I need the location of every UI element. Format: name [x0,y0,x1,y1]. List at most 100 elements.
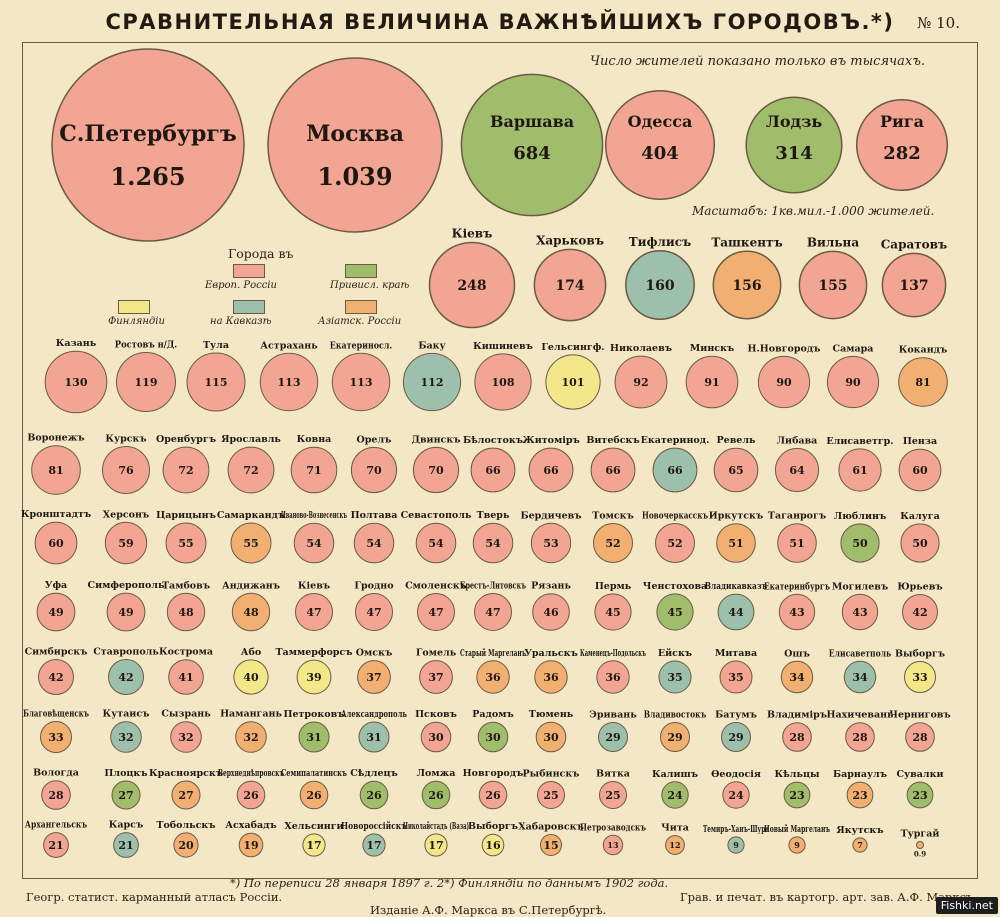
city-value: 54 [485,537,501,550]
city-name: Калуга [900,511,940,522]
city-name: Ченстохова [643,581,707,592]
bubble-r7-c9: Эривань 29 [589,709,637,752]
city-name: Благовѣщенскъ [23,708,89,719]
city-value: 15 [543,839,558,852]
bubble-r9-c1: Карсъ 21 [109,820,143,858]
city-value: 52 [667,537,682,550]
bubble-r3-c11: Ревель 65 [713,435,759,493]
city-value: 28 [48,789,64,802]
bubble-r9-c12: Новый Маргеланъ 9 [764,824,830,854]
city-value: 48 [178,606,194,619]
city-circle [840,523,880,563]
city-circle [116,352,176,412]
city-circle [665,835,685,855]
city-name: Ставрополь [93,647,159,658]
city-name: Хабаровскъ [518,822,584,833]
bubble-r2-c11: Самара 90 [826,343,880,409]
bubble-r0-c1: Москва 1.039 [267,57,443,233]
city-value: 54 [428,537,444,550]
city-name: Новгородъ [463,768,524,779]
city-value: 24 [728,789,744,802]
city-circle [599,781,627,809]
city-circle [186,352,246,412]
city-name: Елисаветгр. [826,436,893,447]
city-value: 30 [428,731,444,744]
thousands-note: Число жителей показано только въ тысячах… [590,54,926,69]
bubble-r8-c13: Барнаулъ 23 [833,769,887,809]
city-value: 17 [366,839,381,852]
city-value: 119 [135,376,158,389]
city-value: 46 [543,606,559,619]
bubble-r5-c4: Кіевъ 47 [295,580,333,631]
city-name: Андижанъ [222,580,280,591]
bubble-r5-c2: Тамбовъ 48 [162,580,210,632]
city-name: Нахичевань [827,710,895,721]
city-name: Кокандъ [899,345,948,356]
city-value: 71 [306,464,321,477]
city-value: 30 [485,731,501,744]
bubble-r4-c9: Томскъ 52 [592,511,634,563]
city-name: Темиръ-Ханъ-Шура [703,824,769,835]
city-name: Тургай [901,829,940,840]
city-value: 55 [178,537,193,550]
bubble-r7-c1: Кутаисъ 32 [103,709,149,753]
city-value: 17 [306,839,321,852]
bubble-r0-c4: Лодзь 314 [745,96,843,194]
bubble-r1-c4: Вильна 155 [798,235,868,320]
city-circle [881,252,947,318]
city-circle [757,355,811,409]
bubble-r6-c8: Уральскъ 36 [524,648,578,694]
city-name: Могилевъ [832,581,888,592]
city-circle [900,523,940,563]
bubble-r3-c13: Елисаветгр. 61 [826,436,894,492]
bubble-r3-c2: Оренбургъ 72 [156,434,216,494]
city-value: 66 [667,464,683,477]
city-name: Владиміръ [767,710,827,721]
city-circle [236,780,266,810]
city-circle [299,780,329,810]
city-name: Владивостокъ [644,709,706,720]
city-value: 25 [605,789,620,802]
bubble-r3-c9: Витебскъ 66 [586,435,640,493]
bubble-r3-c6: Двинскъ 70 [412,434,460,494]
city-value: 113 [350,376,373,389]
city-value: 70 [366,464,382,477]
bubble-r9-c4: Хельсинги 17 [284,821,344,857]
city-circle [472,522,514,564]
city-value: 81 [48,464,63,477]
city-circle [36,592,76,632]
bubble-r7-c10: Владивостокъ 29 [644,709,706,752]
city-value: 31 [306,731,321,744]
city-circle [843,660,877,694]
map-frame [22,42,978,879]
city-circle [658,660,692,694]
city-circle [841,593,879,631]
city-name: Полтава [351,510,398,521]
city-name: Пермь [595,581,632,592]
plate-number: № 10. [917,14,960,32]
city-name: Ревель [717,435,757,446]
city-circle [424,833,448,857]
legend-label-europe: Европ. Россіи [205,280,277,291]
city-name: Ташкентъ [711,235,782,249]
bubble-r8-c11: Өеодосія 24 [711,769,761,809]
city-value: 23 [789,789,804,802]
city-value: 27 [118,789,133,802]
city-circle [104,521,148,565]
bubble-r4-c11: Иркутскъ 51 [709,511,763,563]
city-name: Кронштадтъ [21,509,91,520]
city-value: 47 [306,606,321,619]
city-name: Бѣлостокъ [463,435,523,446]
city-name: Пенза [903,436,937,447]
city-circle [774,447,820,493]
city-circle [267,57,443,233]
city-name: Новороссійскъ [341,821,407,832]
city-value: 54 [306,537,322,550]
city-value: 314 [775,143,813,164]
city-name: Рига [880,112,924,131]
city-circle [661,781,689,809]
bubble-r1-c3: Ташкентъ 156 [711,235,783,320]
bubble-r8-c0: Вологда 28 [33,768,79,810]
city-circle [477,721,509,753]
bubble-r2-c2: Тула 115 [186,340,246,412]
